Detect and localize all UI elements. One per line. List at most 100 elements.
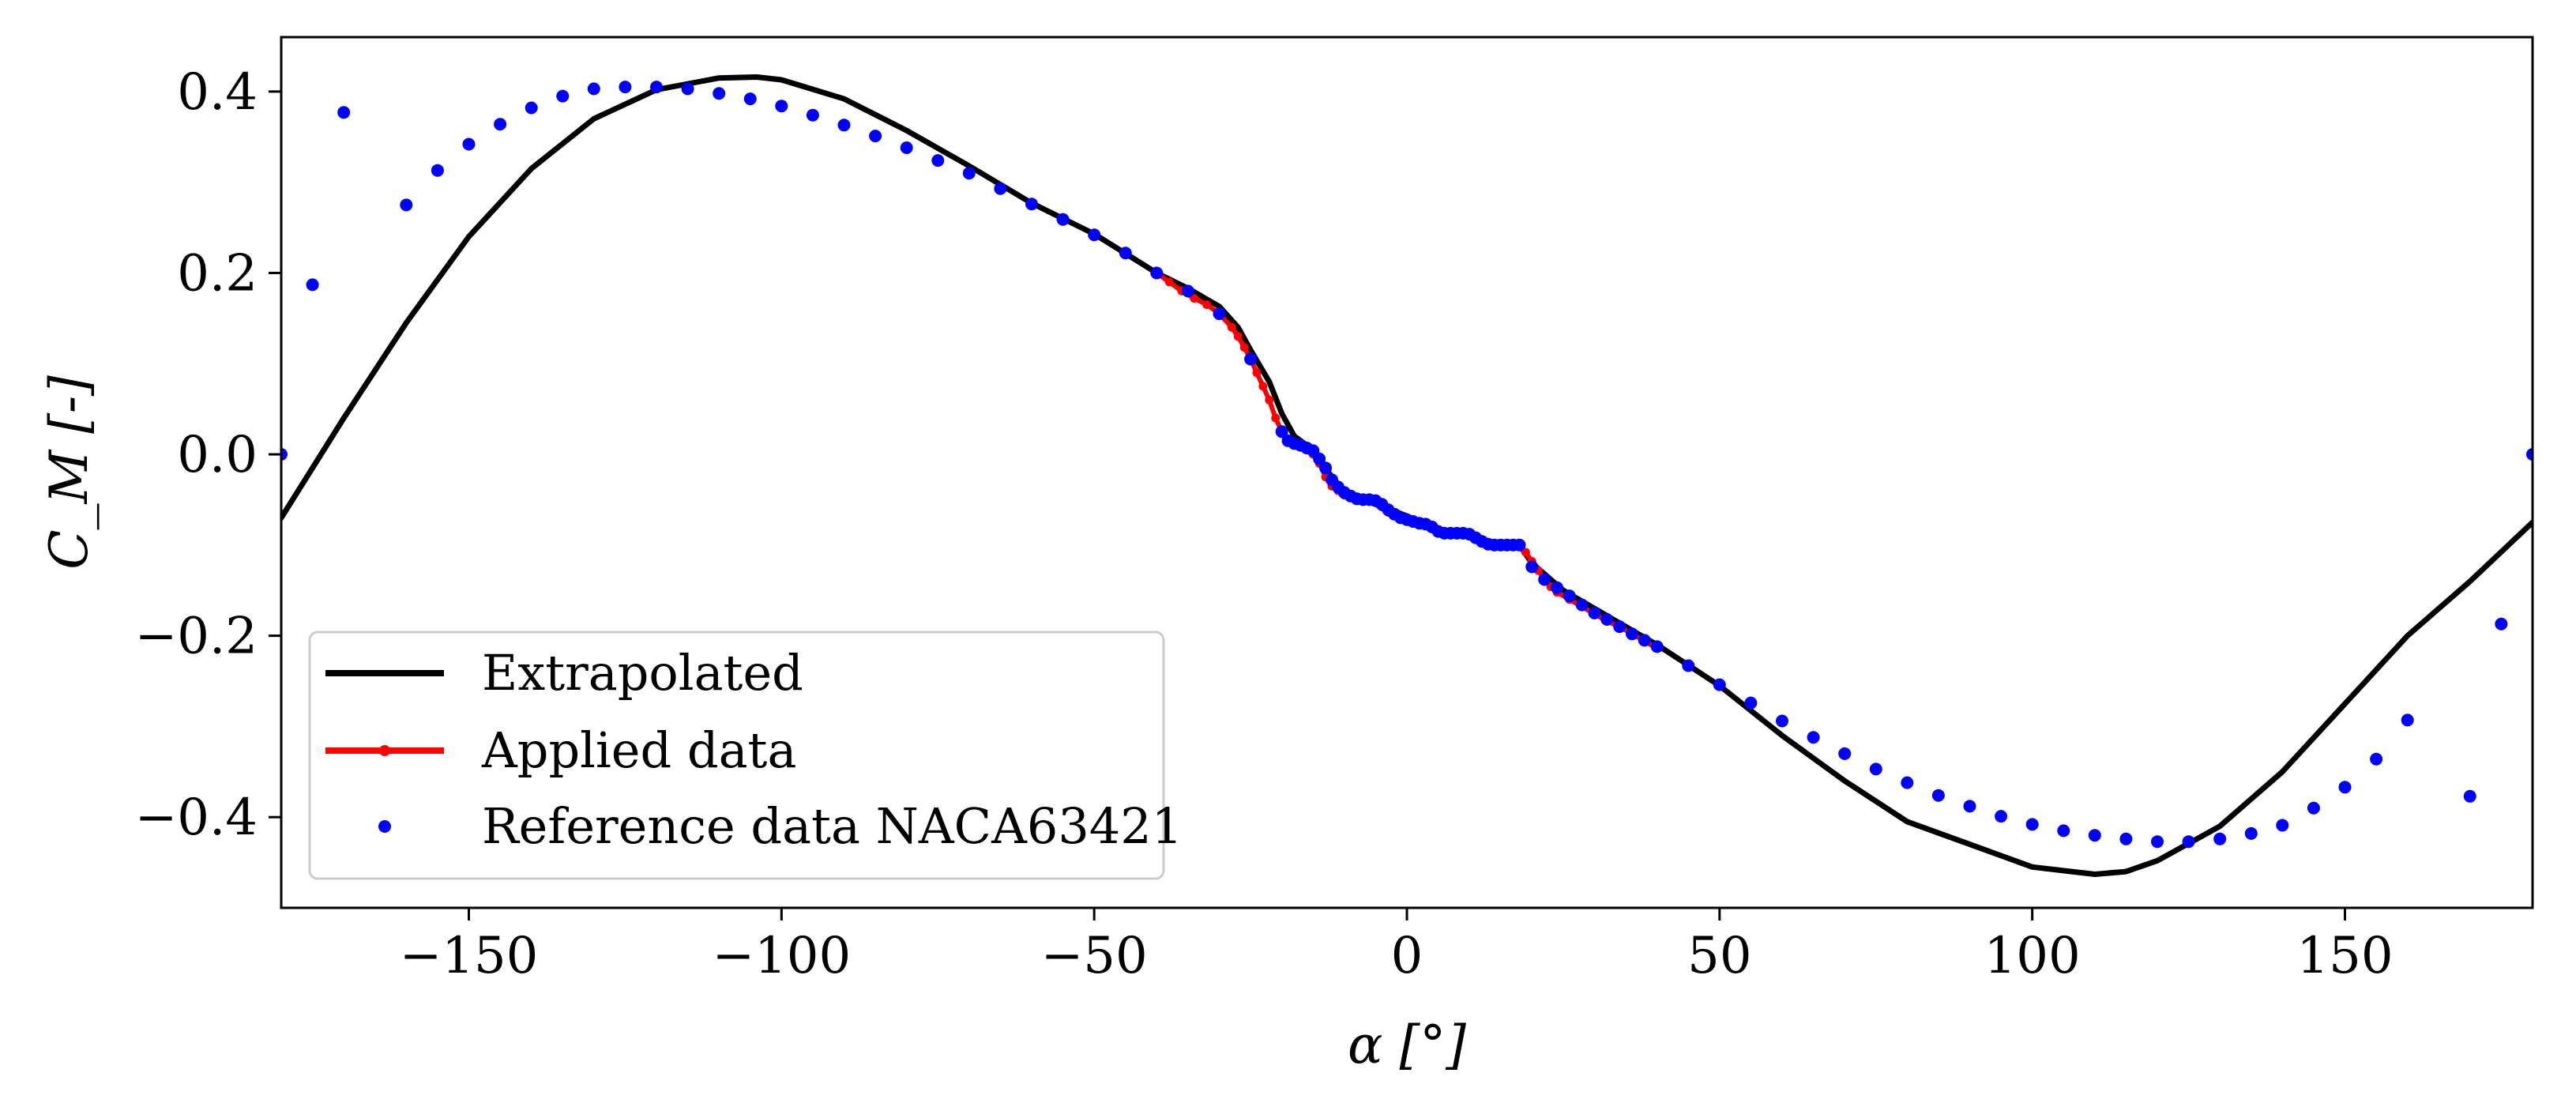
data-point-reference-data-naca63421 (900, 141, 913, 154)
x-tick-label: −50 (1041, 927, 1148, 985)
data-point-reference-data-naca63421 (2244, 826, 2258, 840)
data-point-reference-data-naca63421 (1638, 634, 1651, 647)
data-point-reference-data-naca63421 (619, 81, 632, 94)
x-tick-label: 150 (2296, 927, 2393, 985)
legend-frame (308, 631, 1165, 880)
data-point-reference-data-naca63421 (743, 92, 757, 106)
y-tick-label: −0.4 (135, 789, 258, 847)
data-point-reference-data-naca63421 (1901, 776, 1914, 789)
data-point-applied-data (1271, 413, 1280, 423)
data-point-reference-data-naca63421 (1588, 606, 1601, 619)
data-point-reference-data-naca63421 (525, 101, 538, 115)
data-point-reference-data-naca63421 (2276, 819, 2289, 832)
data-point-reference-data-naca63421 (1613, 620, 1626, 634)
data-point-reference-data-naca63421 (1538, 573, 1551, 586)
data-point-reference-data-naca63421 (337, 106, 351, 119)
data-point-reference-data-naca63421 (1150, 266, 1164, 280)
x-tick-label: −100 (712, 927, 851, 985)
data-point-reference-data-naca63421 (1807, 731, 1820, 744)
legend-marker-applied-data (379, 745, 390, 756)
data-point-reference-data-naca63421 (1713, 678, 1726, 691)
data-point-reference-data-naca63421 (1869, 762, 1882, 776)
data-point-reference-data-naca63421 (1563, 589, 1576, 603)
data-point-reference-data-naca63421 (1575, 598, 1589, 612)
data-point-reference-data-naca63421 (306, 278, 319, 292)
data-point-reference-data-naca63421 (775, 100, 788, 113)
data-point-reference-data-naca63421 (587, 82, 600, 96)
data-point-reference-data-naca63421 (650, 81, 663, 94)
data-point-reference-data-naca63421 (494, 118, 507, 131)
legend-label-applied-data: Applied data (481, 721, 796, 779)
legend-marker-reference-data (378, 820, 391, 833)
data-point-reference-data-naca63421 (1088, 228, 1101, 242)
data-point-reference-data-naca63421 (1025, 198, 1038, 211)
y-tick-label: 0.0 (177, 426, 258, 484)
data-point-reference-data-naca63421 (837, 119, 851, 132)
data-point-reference-data-naca63421 (2370, 752, 2383, 766)
data-point-reference-data-naca63421 (2401, 713, 2414, 727)
data-point-reference-data-naca63421 (1551, 581, 1563, 594)
data-point-reference-data-naca63421 (1525, 560, 1539, 574)
data-point-reference-data-naca63421 (2182, 835, 2195, 849)
data-point-reference-data-naca63421 (1313, 452, 1326, 465)
data-point-reference-data-naca63421 (1682, 659, 1695, 672)
data-point-reference-data-naca63421 (2463, 789, 2476, 803)
data-point-applied-data (1265, 395, 1274, 405)
data-point-applied-data (1239, 343, 1249, 352)
data-point-reference-data-naca63421 (1244, 352, 1258, 366)
data-point-reference-data-naca63421 (1744, 696, 1758, 710)
data-point-reference-data-naca63421 (1838, 747, 1852, 760)
data-point-reference-data-naca63421 (1600, 613, 1614, 626)
data-point-reference-data-naca63421 (1319, 461, 1333, 475)
data-point-reference-data-naca63421 (431, 164, 444, 177)
data-point-reference-data-naca63421 (1119, 247, 1132, 260)
data-point-reference-data-naca63421 (2526, 448, 2533, 461)
y-tick-label: −0.2 (135, 608, 258, 666)
x-tick-label: 50 (1687, 927, 1751, 985)
series-layer (281, 74, 2533, 877)
data-point-reference-data-naca63421 (1776, 714, 1788, 728)
data-point-reference-data-naca63421 (2338, 781, 2352, 794)
data-point-reference-data-naca63421 (2119, 832, 2133, 845)
data-point-reference-data-naca63421 (806, 108, 819, 122)
data-point-reference-data-naca63421 (2088, 829, 2101, 842)
data-point-applied-data (1227, 322, 1236, 332)
data-point-reference-data-naca63421 (2151, 835, 2164, 849)
y-axis-label: C_M [-] (39, 375, 100, 570)
data-point-reference-data-naca63421 (2025, 818, 2039, 831)
data-point-applied-data (1164, 277, 1174, 287)
data-point-reference-data-naca63421 (1513, 538, 1526, 552)
data-point-reference-data-naca63421 (1963, 800, 1976, 813)
data-point-applied-data (1233, 332, 1243, 341)
x-axis-label: α [°] (1348, 1015, 1466, 1075)
data-point-reference-data-naca63421 (2495, 617, 2508, 631)
legend: Extrapolated Applied data Reference data… (308, 631, 1183, 880)
data-point-reference-data-naca63421 (994, 182, 1007, 195)
legend-label-extrapolated: Extrapolated (482, 644, 803, 702)
data-point-applied-data (1258, 382, 1268, 391)
data-point-reference-data-naca63421 (681, 82, 694, 96)
data-point-reference-data-naca63421 (1275, 425, 1288, 439)
y-axis: 0.4 0.2 0.0 −0.2 −0.4 (135, 63, 281, 847)
data-point-reference-data-naca63421 (962, 167, 976, 180)
data-point-reference-data-naca63421 (400, 198, 413, 212)
legend-label-reference-data: Reference data NACA63421 (482, 797, 1183, 855)
data-point-reference-data-naca63421 (2307, 801, 2320, 815)
data-point-reference-data-naca63421 (1931, 789, 1945, 802)
data-point-applied-data (1190, 294, 1199, 303)
data-point-reference-data-naca63421 (1056, 213, 1070, 226)
data-point-reference-data-naca63421 (281, 448, 288, 461)
data-point-applied-data (1521, 548, 1530, 557)
data-point-reference-data-naca63421 (1181, 284, 1194, 298)
data-point-reference-data-naca63421 (1650, 640, 1664, 653)
y-tick-label: 0.2 (177, 244, 258, 303)
data-point-applied-data (1252, 368, 1262, 378)
data-point-reference-data-naca63421 (713, 87, 726, 100)
x-tick-label: 0 (1391, 927, 1423, 985)
data-point-reference-data-naca63421 (2057, 824, 2070, 838)
data-point-applied-data (1202, 300, 1212, 310)
data-point-reference-data-naca63421 (1995, 810, 2008, 823)
data-point-reference-data-naca63421 (869, 130, 882, 143)
